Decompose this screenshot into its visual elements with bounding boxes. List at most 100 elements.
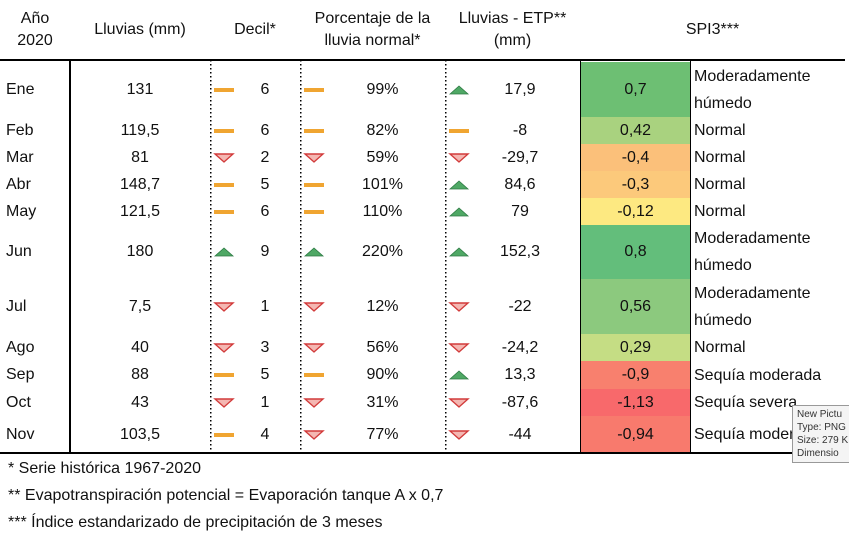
decile: 5 [260, 366, 270, 383]
trend-icon [214, 373, 234, 377]
spi-label: Sequía moderada [694, 426, 822, 443]
rainfall: 88 [131, 366, 149, 383]
spi-value: 0,56 [581, 279, 690, 334]
trend-icon [448, 247, 470, 257]
spi-value: -0,9 [581, 361, 690, 389]
trend-icon [448, 179, 470, 189]
tooltip-line: Dimensio [797, 448, 839, 459]
trend-icon [304, 182, 324, 187]
trend-icon [448, 370, 470, 380]
month: Jul [6, 297, 27, 315]
decile: 2 [260, 148, 270, 166]
trend-icon [448, 342, 470, 353]
trend-icon [213, 152, 235, 163]
decile: 3 [260, 338, 270, 356]
rain-etp: 17,9 [504, 80, 536, 98]
trend-icon [303, 397, 325, 408]
rain-etp: -44 [508, 425, 532, 443]
percent: 31% [366, 393, 399, 411]
month: Ago [6, 338, 35, 356]
header-text: Decil* [234, 21, 276, 38]
trend-icon [304, 373, 324, 377]
rain-etp: 13,3 [504, 366, 536, 383]
spi-label: Normal [694, 339, 746, 356]
spi-label: Moderadamente húmedo [694, 67, 811, 112]
rainfall: 43 [131, 393, 149, 411]
header-text: 2020 [17, 32, 53, 49]
percent: 110% [362, 202, 403, 220]
percent: 82% [366, 121, 399, 139]
footnote: ** Evapotranspiración potencial = Evapor… [8, 487, 444, 504]
rainfall: 40 [131, 338, 149, 356]
header-text: Porcentaje de la [314, 10, 431, 27]
spi-value: -1,13 [581, 389, 690, 416]
header-cell: Lluvias (mm) [70, 0, 210, 60]
rule [580, 60, 581, 452]
decile: 4 [260, 425, 270, 443]
percent: 99% [366, 80, 399, 98]
trend-icon [304, 209, 324, 214]
spi-label: Sequía severa [694, 394, 798, 411]
decile: 6 [260, 121, 270, 139]
month: Jun [6, 243, 32, 260]
trend-icon [303, 301, 325, 312]
spi-label: Normal [694, 203, 746, 220]
trend-icon [214, 87, 234, 92]
spi-label: Moderadamente húmedo [694, 284, 811, 329]
tooltip: New Pictu Type: PNG Size: 279 K Dimensio [792, 405, 849, 463]
trend-icon [213, 301, 235, 312]
month: Sep [6, 366, 35, 383]
month: May [6, 202, 37, 220]
header-cell: Decil* [210, 0, 300, 60]
spi-value: -0,94 [581, 416, 690, 453]
spi-label: Normal [694, 122, 746, 139]
rain-etp: 152,3 [499, 243, 541, 260]
footnote: * Serie histórica 1967-2020 [8, 460, 202, 477]
trend-icon [449, 128, 469, 133]
trend-icon [214, 128, 234, 133]
trend-icon [213, 397, 235, 408]
rainfall: 131 [126, 80, 154, 98]
header-cell: Año 2020 [0, 0, 70, 60]
header-text: SPI3*** [685, 21, 740, 38]
rain-etp: -29,7 [501, 148, 539, 166]
month: Mar [6, 148, 34, 166]
trend-icon [303, 247, 325, 257]
trend-icon [213, 247, 235, 257]
percent: 220% [362, 243, 403, 260]
header-cell: Porcentaje de la lluvia normal* [300, 0, 445, 60]
trend-icon [213, 342, 235, 353]
trend-icon [303, 429, 325, 440]
rainfall: 148,7 [119, 175, 161, 193]
trend-icon [214, 432, 234, 437]
spi-value: 0,8 [581, 225, 690, 279]
percent: 56% [366, 338, 399, 356]
percent: 12% [366, 297, 399, 315]
footnote: *** Índice estandarizado de precipitació… [8, 514, 383, 531]
month: Ene [6, 80, 35, 98]
rain-etp: -22 [508, 297, 532, 315]
trend-icon [214, 182, 234, 187]
trend-icon [304, 128, 324, 133]
tooltip-line: Type: PNG [797, 422, 846, 433]
rule [300, 60, 302, 452]
header-cell: SPI3*** [580, 0, 845, 60]
tooltip-line: New Pictu [797, 409, 843, 420]
header-text: Año [20, 10, 50, 27]
rule [690, 60, 691, 452]
spi-label: Normal [694, 149, 746, 166]
spi-value: -0,3 [581, 171, 690, 198]
percent: 59% [366, 148, 399, 166]
rule [0, 59, 845, 61]
trend-icon [448, 84, 470, 94]
decile: 9 [260, 243, 270, 260]
percent: 77% [366, 425, 399, 443]
spi-value: 0,29 [581, 334, 690, 361]
spi-label: Sequía moderada [694, 366, 822, 384]
rainfall: 119,5 [120, 121, 160, 139]
rain-etp: -24,2 [501, 338, 539, 356]
spi-label: Moderadamente húmedo [694, 230, 811, 274]
decile: 6 [260, 80, 270, 98]
spi-label: Normal [694, 176, 746, 193]
